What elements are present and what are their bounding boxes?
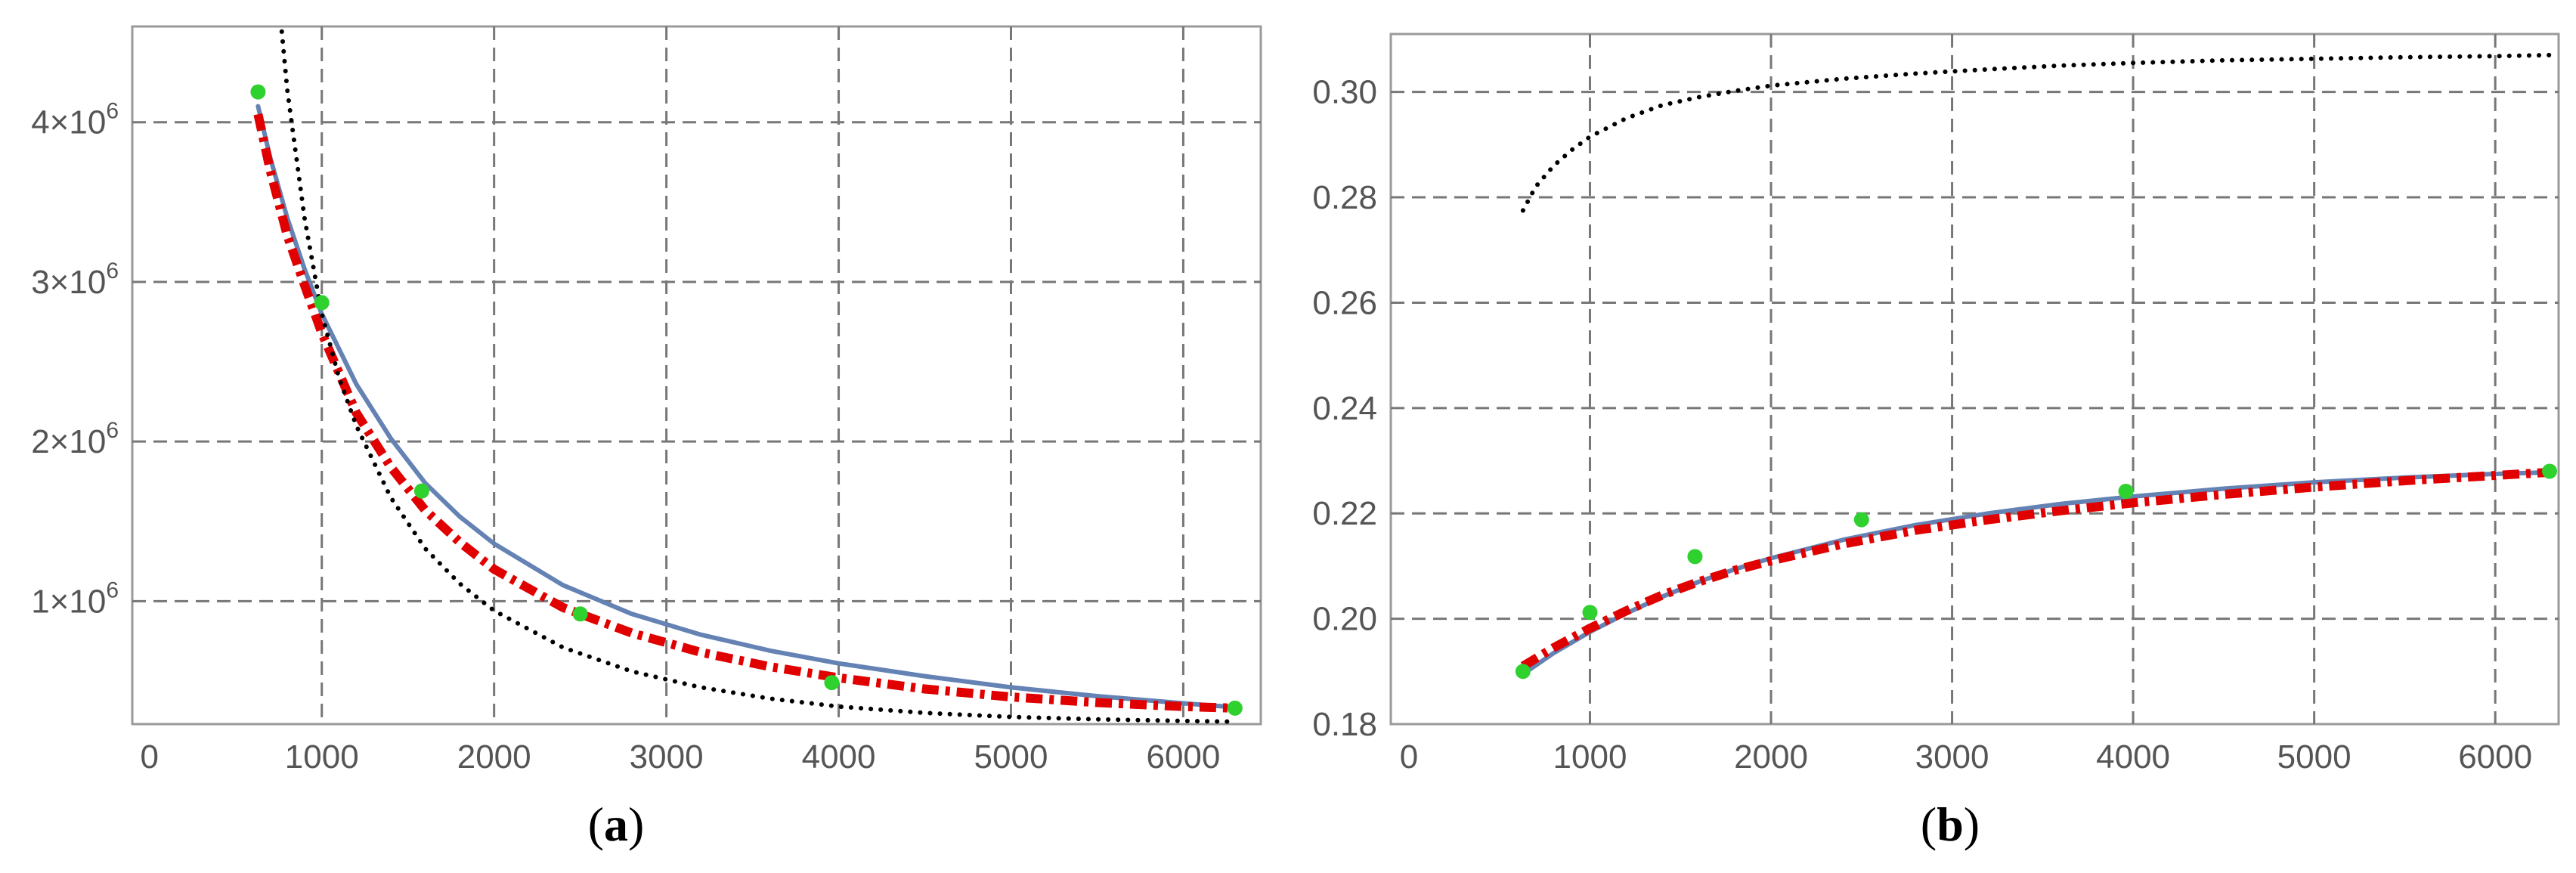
data-point [2542,463,2558,479]
panel-b: 0 1000 2000 3000 4000 5000 6000 0.18 0.20 0.22 0.2… [1312,33,2560,851]
y-tick-label: 0.30 [1312,74,1377,111]
x-tick-label: 6000 [1146,738,1220,775]
data-point [824,675,840,691]
data-point [413,483,429,499]
data-point [1582,605,1598,621]
y-tick-label: 2×106 [31,418,119,460]
x-tick-label: 3000 [1915,738,1989,775]
panel-caption: (a) [588,797,645,851]
y-tick-label: 3×106 [31,258,119,301]
x-tick-label: 6000 [2458,738,2532,775]
y-tick-label: 0.28 [1312,179,1377,216]
x-tick-label: 5000 [2277,738,2352,775]
x-tick-label: 3000 [630,738,704,775]
panel-caption: (b) [1921,797,1980,851]
x-tick-label: 0 [1400,738,1418,775]
data-point [2118,483,2134,499]
y-tick-label: 4×106 [31,99,119,141]
y-tick-label: 0.20 [1312,601,1377,638]
data-point [1853,512,1869,528]
x-tick-label: 4000 [802,738,876,775]
y-tick-label: 0.18 [1312,706,1377,743]
data-point [572,606,588,622]
data-point [1227,700,1243,716]
x-tick-label: 5000 [974,738,1048,775]
data-point [1515,664,1531,680]
x-tick-label: 2000 [1734,738,1808,775]
x-tick-label: 1000 [1553,738,1627,775]
plot-frame [131,25,1262,726]
x-tick-label: 4000 [2096,738,2170,775]
panel-a: 0 1000 2000 3000 4000 5000 6000 1×106 2×106 3×106… [31,25,1262,851]
series-line-dashdot [253,113,1235,713]
series-line-dotted [1520,52,2552,213]
y-tick-label: 0.26 [1312,284,1377,321]
y-tick-label: 0.22 [1312,495,1377,532]
data-point [250,84,266,100]
y-tick-label: 0.24 [1312,390,1377,427]
series-line-dashdot [1520,467,2550,670]
data-point [1687,549,1703,565]
plot-frame [1389,33,2560,726]
series-line-solid [255,104,1237,710]
x-tick-label: 0 [141,738,159,775]
data-point [314,295,330,311]
x-tick-label: 2000 [457,738,531,775]
series-line-dotted [279,26,1237,724]
y-tick-label: 1×106 [31,577,119,620]
series-group [253,26,1237,724]
series-group [1520,52,2552,676]
series-line-solid [1520,469,2552,676]
x-tick-label: 1000 [285,738,359,775]
